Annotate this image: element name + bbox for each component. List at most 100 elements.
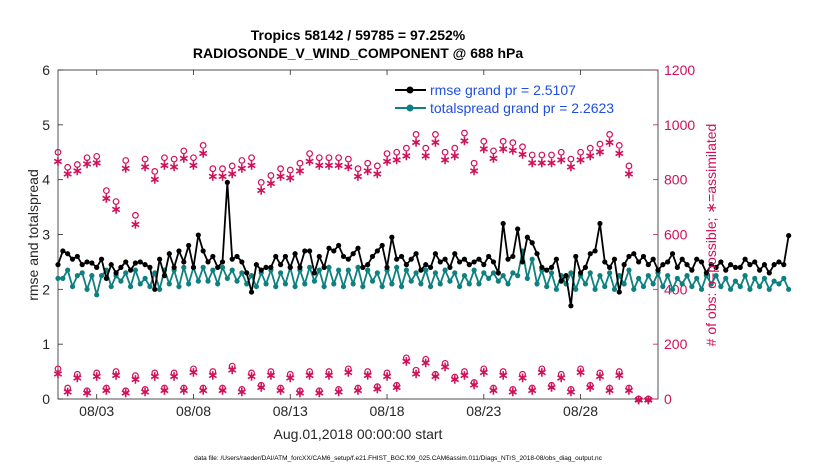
obs-top-possible-13 (180, 147, 188, 155)
rmse-point-36 (229, 256, 235, 262)
obs-top-possible-34 (383, 150, 391, 158)
spread-point-92 (500, 273, 506, 279)
rmse-point-34 (219, 259, 226, 265)
obs-top-possible-18 (228, 162, 236, 170)
obs-top-assimilated-20: ∗ (246, 158, 257, 173)
obs-top-assimilated-29: ∗ (333, 158, 344, 173)
obs-top-assimilated-57: ∗ (604, 134, 615, 149)
rmse-point-21 (157, 256, 163, 262)
spread-point-55 (321, 283, 327, 290)
spread-point-123 (650, 281, 656, 287)
obs-top-possible-22 (267, 172, 275, 179)
obs-bottom-possible-14 (190, 365, 197, 373)
spread-point-49 (292, 283, 298, 290)
obs-top-assimilated-35: ∗ (391, 152, 402, 167)
obs-top-possible-15 (199, 141, 207, 149)
obs-bottom-assimilated-56: ∗ (594, 369, 605, 384)
spread-point-111 (592, 286, 598, 292)
obs-top-possible-11 (161, 154, 168, 162)
obs-bottom-possible-30 (344, 365, 352, 373)
rmse-point-135 (708, 262, 714, 268)
rmse-point-18 (142, 262, 148, 268)
obs-bottom-possible-0 (54, 365, 62, 373)
spread-point-116 (616, 273, 622, 279)
spread-point-149 (776, 281, 782, 287)
obs-top-assimilated-61: ∗ (643, 392, 654, 407)
spread-point-52 (307, 264, 313, 270)
spread-point-37 (234, 278, 240, 284)
spread-point-1 (60, 275, 66, 281)
rmse-point-128 (674, 264, 680, 270)
obs-top-possible-46 (499, 137, 507, 145)
obs-top-possible-37 (412, 131, 420, 138)
obs-top-possible-20 (248, 154, 255, 162)
spread-point-132 (694, 275, 700, 281)
spread-point-7 (89, 273, 95, 279)
obs-top-possible-39 (432, 131, 439, 138)
obs-bottom-possible-22 (267, 368, 275, 375)
spread-point-73 (408, 278, 414, 284)
rmse-point-57 (331, 248, 337, 254)
obs-top-assimilated-24: ∗ (285, 170, 296, 185)
obs-top-possible-29 (335, 154, 343, 162)
obs-bottom-assimilated-16: ∗ (207, 367, 218, 382)
obs-top-possible-7 (122, 157, 130, 164)
rmse-point-54 (316, 253, 322, 260)
spread-point-110 (587, 270, 593, 276)
obs-bottom-possible-1 (64, 384, 72, 392)
obs-bottom-possible-15 (199, 384, 207, 392)
obs-bottom-assimilated-0: ∗ (53, 366, 64, 381)
spread-point-150 (781, 275, 787, 281)
spread-point-32 (210, 267, 216, 273)
obs-top-assimilated-9: ∗ (140, 159, 151, 174)
obs-bottom-assimilated-13: ∗ (178, 382, 189, 397)
spread-point-117 (621, 281, 627, 287)
spread-point-91 (495, 278, 501, 284)
obs-bottom-assimilated-33: ∗ (372, 381, 383, 396)
spread-point-82 (452, 270, 458, 276)
rmse-point-4 (74, 253, 80, 260)
spread-point-59 (340, 283, 347, 290)
spread-point-34 (219, 264, 226, 270)
rmse-point-28 (190, 264, 197, 270)
obs-top-assimilated-1: ∗ (62, 166, 73, 181)
rmse-point-5 (79, 262, 85, 268)
rmse-point-30 (200, 248, 206, 254)
obs-bottom-assimilated-50: ∗ (536, 365, 547, 380)
rmse-point-107 (573, 253, 579, 260)
obs-bottom-assimilated-43: ∗ (469, 377, 480, 392)
obs-bottom-assimilated-6: ∗ (111, 367, 122, 382)
obs-bottom-assimilated-32: ∗ (362, 367, 373, 382)
obs-top-assimilated-11: ∗ (159, 158, 170, 173)
rmse-point-19 (147, 264, 153, 270)
rmse-point-95 (515, 226, 521, 232)
obs-top-possible-6 (112, 198, 120, 206)
spread-point-2 (65, 267, 71, 273)
obs-bottom-possible-9 (141, 386, 149, 393)
rmse-point-26 (181, 259, 187, 265)
spread-point-102 (548, 270, 555, 276)
spread-point-136 (713, 273, 719, 279)
x-axis-label: Aug.01,2018 00:00:00 start (274, 426, 443, 442)
rmse-point-33 (215, 264, 221, 270)
spread-point-45 (273, 283, 279, 290)
obs-bottom-assimilated-38: ∗ (420, 355, 431, 370)
spread-point-26 (181, 264, 187, 270)
obs-top-assimilated-52: ∗ (556, 152, 567, 167)
rmse-point-56 (326, 245, 332, 251)
rmse-point-127 (669, 251, 676, 257)
spread-point-64 (365, 267, 371, 273)
obs-bottom-possible-43 (470, 379, 478, 386)
obs-top-possible-24 (286, 166, 294, 174)
obs-bottom-assimilated-40: ∗ (440, 359, 451, 374)
y-right-tick-label-4: 800 (664, 172, 688, 188)
spread-point-40 (248, 273, 255, 279)
obs-bottom-assimilated-60: ∗ (633, 392, 644, 407)
spread-point-38 (239, 270, 245, 276)
obs-top-assimilated-33: ∗ (372, 166, 383, 181)
spread-point-72 (403, 267, 409, 273)
spread-point-47 (282, 281, 289, 287)
rmse-point-81 (447, 264, 453, 270)
obs-bottom-assimilated-46: ∗ (498, 367, 509, 382)
